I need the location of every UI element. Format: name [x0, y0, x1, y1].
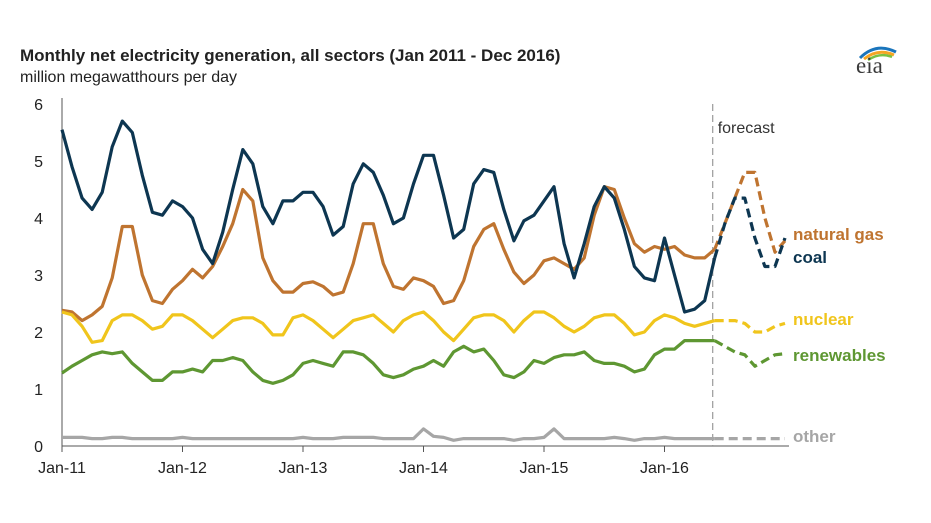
x-tick-label: Jan-14 [399, 460, 448, 477]
x-tick-label: Jan-15 [520, 460, 569, 477]
series-label-coal: coal [793, 248, 827, 267]
series-line-nuclear [61, 310, 716, 344]
y-tick-label: 1 [34, 382, 43, 399]
x-tick-label: Jan-12 [158, 460, 207, 477]
series-line-coal [60, 119, 717, 314]
x-tick-label: Jan-11 [38, 460, 86, 477]
y-tick-label: 4 [34, 211, 43, 228]
x-tick-label: Jan-16 [640, 460, 689, 477]
series-label-nuclear: nuclear [793, 310, 854, 329]
eia-logo-mark [858, 46, 897, 62]
chart-title: Monthly net electricity generation, all … [20, 46, 561, 65]
forecast-label: forecast [718, 120, 775, 137]
x-tick-label: Jan-13 [279, 460, 328, 477]
series-forecast-natural-gas [713, 170, 787, 254]
series-label-renewables: renewables [793, 346, 886, 365]
series-line-renewables [61, 339, 715, 385]
series-label-natural-gas: natural gas [793, 225, 884, 244]
y-tick-label: 2 [34, 325, 43, 342]
series-label-other: other [793, 427, 836, 446]
y-tick-label: 0 [34, 439, 43, 456]
y-tick-label: 3 [34, 268, 43, 285]
eia-logo-text: eia [856, 53, 883, 78]
series-forecast-coal [713, 196, 787, 269]
chart-subtitle: million megawatthours per day [20, 69, 237, 86]
series-line-other [62, 427, 715, 442]
series-forecast-nuclear [714, 319, 786, 334]
eia-logo: eia [846, 44, 908, 78]
y-tick-label: 6 [34, 97, 43, 114]
series-forecast-renewables [713, 339, 786, 368]
y-tick-label: 5 [34, 154, 43, 171]
